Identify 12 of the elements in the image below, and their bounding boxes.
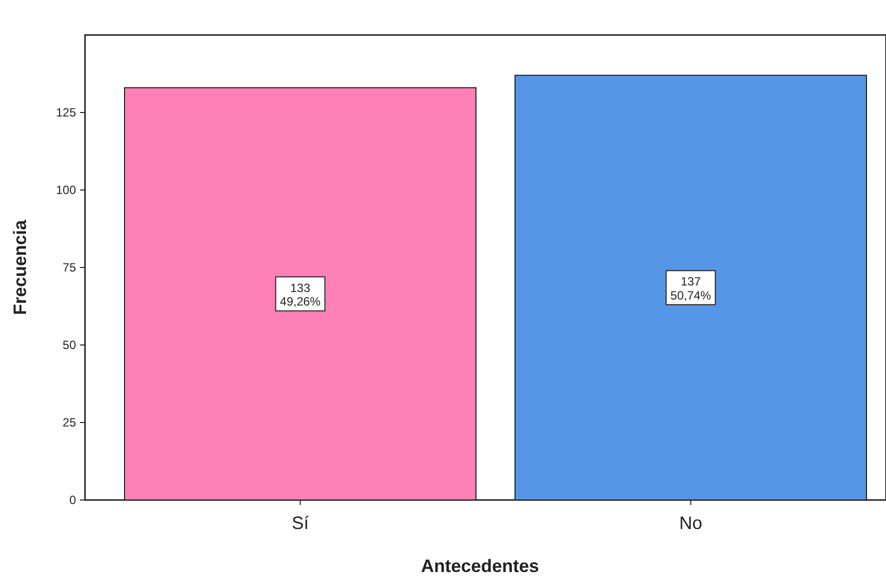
y-tick-label: 100 (56, 183, 76, 198)
y-tick-label: 0 (69, 493, 76, 508)
y-tick-label: 50 (62, 338, 76, 352)
x-axis-title: Antecedentes (420, 556, 540, 576)
data-label: 133 49,26% (280, 280, 321, 309)
data-label: 137 50,74% (670, 274, 712, 302)
x-tick-label: Sí (292, 513, 309, 533)
y-tick-label: 75 (62, 260, 76, 275)
y-tick-label: 125 (56, 106, 76, 120)
y-axis-title: Frecuencia (10, 218, 30, 316)
y-tick-label: 25 (62, 416, 76, 430)
x-tick-label: No (679, 513, 702, 533)
